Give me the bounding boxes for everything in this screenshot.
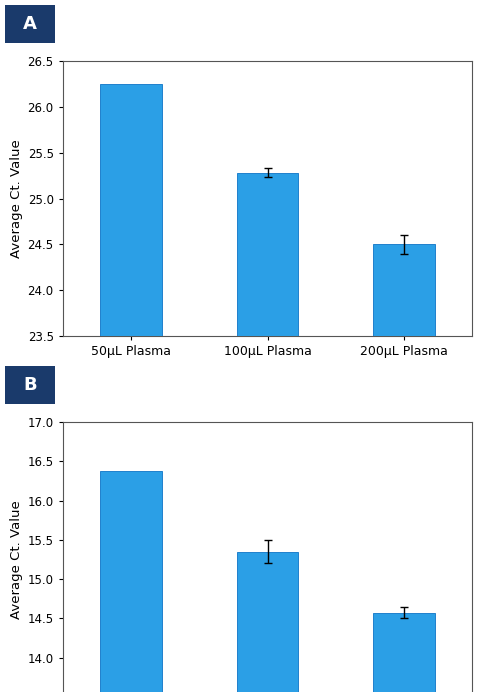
Bar [100, 84, 161, 692]
Bar [374, 244, 435, 692]
Bar [237, 552, 298, 692]
Y-axis label: Average Ct. Value: Average Ct. Value [10, 500, 23, 619]
Y-axis label: Average Ct. Value: Average Ct. Value [10, 139, 23, 258]
Text: A: A [23, 15, 37, 33]
Text: B: B [23, 376, 37, 394]
Bar [100, 471, 161, 692]
Bar [374, 613, 435, 692]
Bar [237, 173, 298, 692]
